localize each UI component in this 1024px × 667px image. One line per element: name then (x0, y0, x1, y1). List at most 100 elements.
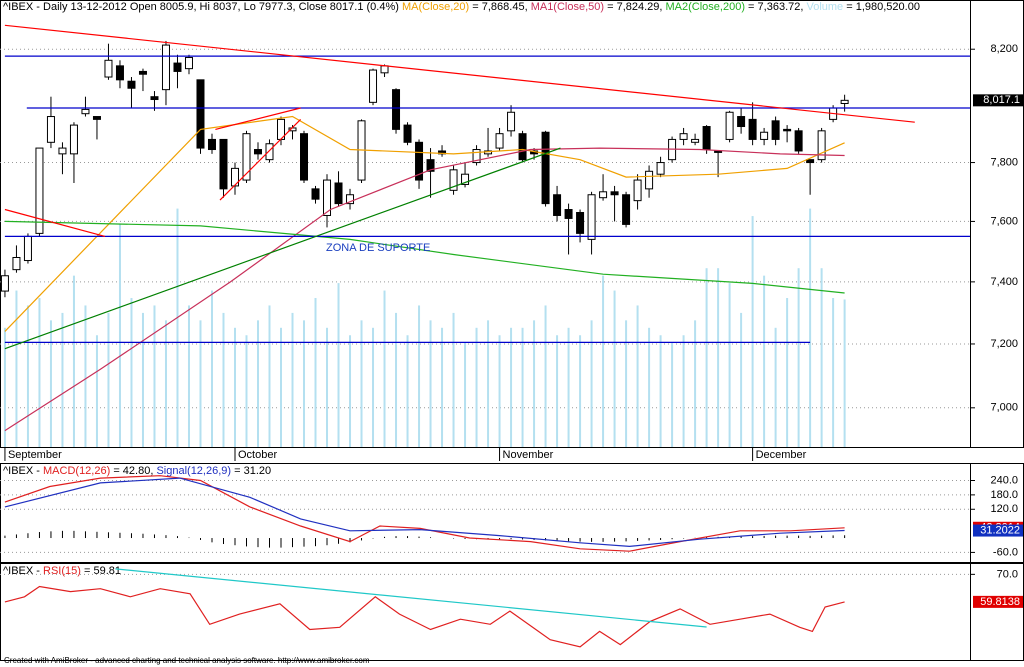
y-tick-label: 7,800 (990, 156, 1018, 168)
title-text: ^IBEX - (3, 565, 43, 577)
candle-body (691, 138, 700, 143)
legend-entry: RSI(15) (43, 565, 81, 577)
footer: Created with AmiBroker - advanced charti… (4, 656, 370, 665)
value-marker-label: 31.2022 (980, 524, 1020, 536)
volume-bar (843, 299, 846, 447)
volume-bar (510, 327, 513, 447)
volume-bar (809, 208, 812, 447)
legend-value: = 59.81 (81, 565, 121, 577)
legend-entry: MACD(12,26) (43, 465, 110, 477)
y-tick-label: 7,200 (990, 338, 1018, 350)
candle-body (115, 65, 124, 81)
legend-value: = 7,363.72, (745, 1, 806, 13)
x-tick-label: December (756, 449, 807, 461)
volume-bar (61, 312, 64, 447)
volume-bar (95, 335, 98, 447)
volume-bar (176, 208, 179, 447)
candle-body (771, 120, 780, 140)
volume-bar (636, 305, 639, 447)
candle-body (794, 130, 803, 152)
candle-body (507, 111, 516, 132)
candle-body (265, 143, 274, 161)
candle-body (633, 179, 642, 202)
candle-body (219, 138, 228, 190)
legend-value: = 42.80, (110, 465, 156, 477)
volume-bar (832, 298, 835, 447)
volume-bar (199, 320, 202, 447)
value-marker (973, 524, 1023, 537)
candle-body (369, 69, 378, 103)
volume-bar (337, 283, 340, 447)
candle-body (207, 138, 216, 151)
volume-bar (464, 342, 467, 447)
volume-bar (602, 275, 605, 447)
trend-line (215, 107, 301, 130)
candle-body (184, 57, 193, 70)
candle-body (817, 130, 826, 161)
candle-body (196, 79, 205, 149)
candle-body (656, 162, 665, 175)
legend-value: = 7,824.29, (604, 1, 665, 13)
volume-bar (210, 290, 213, 447)
volume-bar (613, 290, 616, 447)
candle-body (35, 147, 44, 234)
volume-bar (429, 320, 432, 447)
candle-body (541, 131, 550, 205)
candle-body (253, 149, 262, 155)
y-tick-label: 8,200 (990, 43, 1018, 55)
value-marker (973, 595, 1023, 608)
candle-body (702, 126, 711, 151)
candle-body (392, 89, 401, 130)
legend-value: = 31.20 (231, 465, 271, 477)
candle-body (622, 194, 631, 225)
volume-bar (245, 335, 248, 447)
volume-bar (107, 312, 110, 447)
y-tick-label: 7,600 (990, 215, 1018, 227)
candle-body (783, 128, 792, 132)
volume-bar (222, 312, 225, 447)
volume-bar (820, 268, 823, 447)
candle-body (576, 211, 585, 234)
candle-body (840, 99, 849, 105)
candle-body (12, 256, 21, 271)
volume-bar (728, 283, 731, 447)
panel: 8,200 7,800 7,600 7,400 7,200 7,000 ^IBEX - Da… (0, 0, 1024, 461)
series-line (4, 477, 845, 548)
candle-body (81, 108, 90, 115)
volume-bar (164, 320, 167, 447)
candle-body (461, 173, 470, 185)
candle-body (173, 62, 182, 72)
volume-bar (38, 298, 41, 447)
candle-body (334, 182, 343, 205)
y-tick-label: 180.0 (990, 489, 1018, 501)
candle-body (92, 116, 101, 120)
candle-body (380, 65, 389, 74)
y-tick-label: 120.0 (990, 503, 1018, 515)
trend-line (115, 568, 707, 628)
legend-entry: MA(Close,20) (402, 1, 469, 13)
volume-bar (72, 275, 75, 447)
volume-bar (717, 268, 720, 447)
volume-bar (418, 305, 421, 447)
candle-body (518, 133, 527, 161)
y-tick-label: 7,000 (990, 402, 1018, 414)
x-tick-label: October (238, 449, 277, 461)
volume-bar (544, 305, 547, 447)
candle-body (748, 118, 757, 140)
volume-bar (671, 342, 674, 447)
trend-line (4, 24, 915, 123)
volume-bar (533, 320, 536, 447)
volume-bar (625, 320, 628, 447)
value-marker-label: 8,017.1 (983, 94, 1020, 106)
candle-body (415, 141, 424, 181)
volume-bar (659, 335, 662, 447)
volume-bar (521, 327, 524, 447)
value-marker (973, 94, 1023, 107)
candle-body (426, 159, 435, 172)
candle-body (472, 149, 481, 164)
volume-bar (141, 312, 144, 447)
candle-body (610, 191, 619, 196)
candle-body (403, 124, 412, 143)
volume-bar (763, 275, 766, 447)
